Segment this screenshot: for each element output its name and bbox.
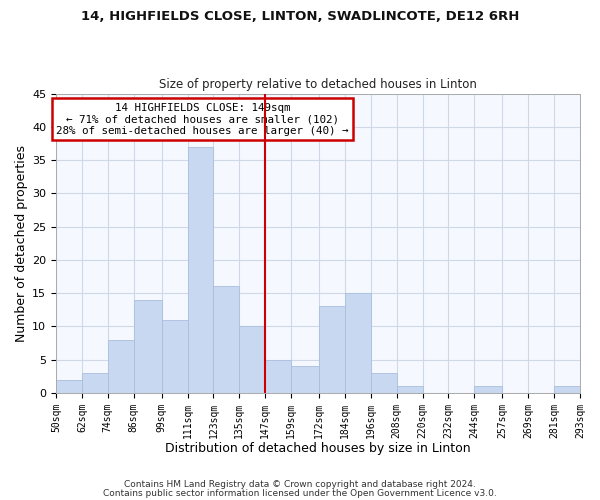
Bar [56, 380, 82, 393]
Bar [371, 373, 397, 393]
Text: Contains HM Land Registry data © Crown copyright and database right 2024.: Contains HM Land Registry data © Crown c… [124, 480, 476, 489]
Bar [397, 386, 422, 393]
Bar [239, 326, 265, 393]
Bar [161, 320, 188, 393]
Bar [345, 293, 371, 393]
Text: Contains public sector information licensed under the Open Government Licence v3: Contains public sector information licen… [103, 489, 497, 498]
Bar [108, 340, 134, 393]
Bar [319, 306, 345, 393]
X-axis label: Distribution of detached houses by size in Linton: Distribution of detached houses by size … [165, 442, 471, 455]
Bar [554, 386, 580, 393]
Bar [214, 286, 239, 393]
Bar [82, 373, 108, 393]
Title: Size of property relative to detached houses in Linton: Size of property relative to detached ho… [159, 78, 477, 91]
Y-axis label: Number of detached properties: Number of detached properties [15, 144, 28, 342]
Text: 14 HIGHFIELDS CLOSE: 149sqm
← 71% of detached houses are smaller (102)
28% of se: 14 HIGHFIELDS CLOSE: 149sqm ← 71% of det… [56, 102, 349, 136]
Bar [188, 147, 214, 393]
Text: 14, HIGHFIELDS CLOSE, LINTON, SWADLINCOTE, DE12 6RH: 14, HIGHFIELDS CLOSE, LINTON, SWADLINCOT… [81, 10, 519, 23]
Bar [265, 360, 291, 393]
Bar [134, 300, 161, 393]
Bar [475, 386, 502, 393]
Bar [291, 366, 319, 393]
